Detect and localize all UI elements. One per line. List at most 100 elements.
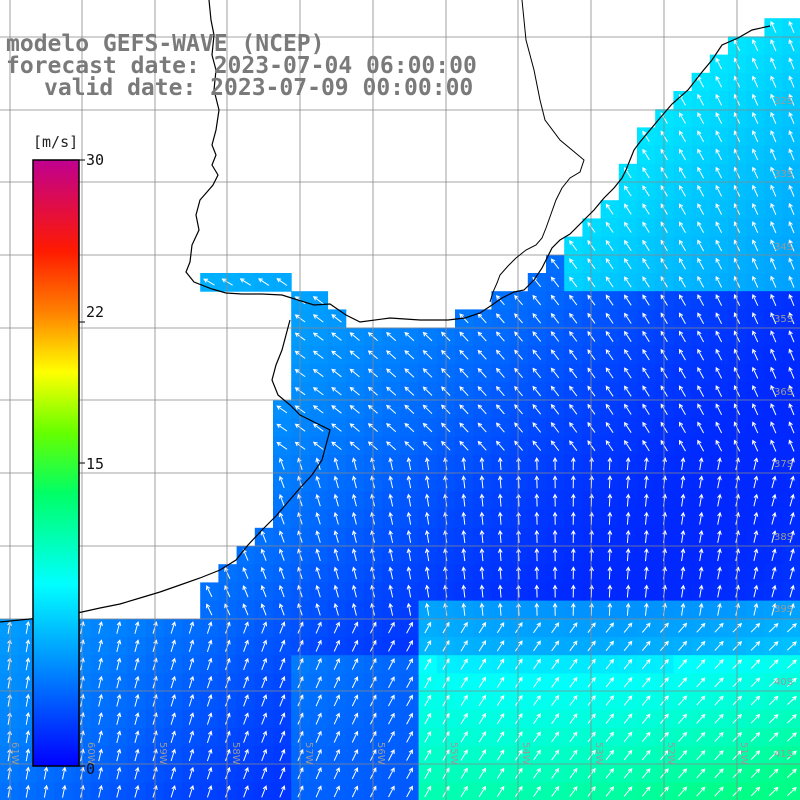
wind-arrow [552, 493, 558, 507]
wind-arrow [479, 475, 485, 489]
wind-arrow [550, 403, 560, 415]
wind-arrow [243, 657, 249, 671]
wind-arrow [768, 641, 779, 651]
wind-arrow [752, 57, 759, 70]
wind-arrow [587, 221, 596, 233]
wind-arrow [206, 603, 213, 616]
wind-arrow [697, 184, 705, 197]
wind-arrow [496, 713, 505, 725]
wind-arrow [276, 278, 288, 286]
wind-cell [782, 782, 800, 800]
wind-arrow [496, 749, 505, 761]
wind-arrow [424, 640, 432, 652]
wind-arrow [116, 730, 122, 744]
wind-arrow [697, 366, 705, 379]
wind-arrow [459, 422, 469, 433]
colorbar-label-22: 22 [86, 303, 105, 321]
wind-arrow [587, 330, 596, 342]
wind-arrow [605, 385, 614, 397]
wind-arrow [678, 257, 686, 270]
wind-arrow [605, 440, 614, 452]
wind-arrow [714, 640, 724, 651]
wind-arrow [551, 658, 560, 670]
wind-arrow [206, 657, 213, 671]
wind-arrow [477, 422, 487, 433]
wind-arrow [331, 368, 342, 378]
wind-arrow [534, 529, 540, 543]
wind-arrow [315, 475, 321, 489]
wind-arrow [388, 694, 395, 707]
wind-arrow [278, 603, 285, 616]
wind-arrow [496, 640, 505, 652]
wind-arrow [570, 475, 576, 489]
wind-arrow [424, 511, 430, 525]
wind-arrow [534, 566, 540, 580]
wind-arrow [770, 239, 777, 252]
wind-arrow [641, 695, 651, 706]
wind-arrow [607, 548, 613, 562]
wind-arrow [534, 584, 540, 598]
wind-arrow [642, 203, 650, 215]
wind-arrow [752, 184, 759, 197]
wind-arrow [786, 695, 797, 706]
wind-arrow [243, 766, 249, 780]
wind-arrow [642, 312, 650, 324]
wind-arrow [624, 294, 632, 306]
wind-arrow [642, 330, 650, 343]
wind-arrow [678, 221, 686, 233]
wind-arrow [116, 657, 122, 671]
wind-arrow [495, 331, 505, 342]
lon-label-60w: 60W [85, 742, 96, 765]
wind-arrow [406, 511, 412, 525]
wind-arrow [478, 658, 487, 670]
wind-arrow [279, 657, 286, 671]
wind-arrow [260, 584, 267, 598]
wind-arrow [134, 639, 140, 653]
wind-arrow [333, 511, 339, 525]
wind-arrow [422, 404, 433, 415]
wind-arrow [714, 659, 724, 670]
wind-arrow [623, 767, 633, 779]
wind-arrow [623, 658, 633, 670]
wind-arrow [242, 603, 249, 616]
wind-arrow [715, 330, 723, 343]
wind-arrow [477, 440, 487, 451]
wind-arrow [312, 350, 324, 359]
wind-arrow [243, 621, 249, 634]
wind-arrow [768, 622, 779, 633]
wind-arrow [771, 457, 777, 471]
wind-arrow [625, 457, 631, 471]
wind-arrow [551, 749, 560, 761]
wind-arrow [170, 675, 176, 689]
wind-arrow [406, 457, 412, 471]
wind-arrow [552, 566, 558, 580]
wind-arrow [788, 421, 795, 434]
wind-arrow [770, 111, 777, 124]
wind-arrow [605, 239, 614, 251]
wind-arrow [587, 312, 596, 324]
wind-arrow [424, 602, 430, 616]
wind-arrow [98, 657, 103, 671]
wind-arrow [351, 457, 357, 471]
wind-arrow [770, 130, 777, 143]
wind-arrow [188, 694, 195, 707]
wind-arrow [261, 657, 268, 671]
wind-arrow [170, 657, 176, 671]
wind-arrow [239, 278, 252, 286]
wind-arrow [752, 257, 759, 270]
wind-arrow [188, 675, 195, 689]
wind-arrow [532, 403, 542, 415]
wind-arrow [697, 93, 705, 106]
wind-arrow [315, 730, 322, 743]
wind-arrow [570, 511, 576, 525]
wind-arrow [750, 622, 761, 633]
wind-arrow [206, 675, 213, 689]
wind-arrow [170, 766, 176, 780]
wind-arrow [587, 440, 596, 452]
wind-arrow [315, 584, 321, 598]
wind-arrow [278, 475, 285, 489]
wind-arrow [587, 239, 596, 251]
wind-arrow [715, 75, 723, 88]
wind-arrow [331, 314, 342, 323]
wind-arrow [587, 367, 596, 379]
